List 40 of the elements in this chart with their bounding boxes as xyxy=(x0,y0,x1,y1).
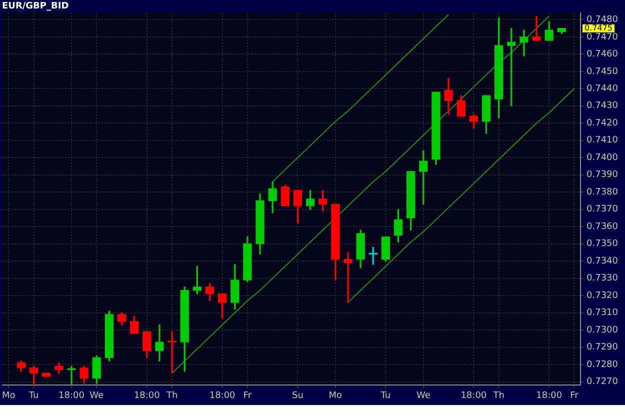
y-tick-label: 0.7400 xyxy=(586,152,618,163)
x-tick-label: Su xyxy=(292,390,304,401)
x-tick-label: Fr xyxy=(570,390,579,401)
y-tick-label: 0.7280 xyxy=(586,360,618,370)
x-tick-label: Mo xyxy=(328,390,343,401)
x-tick-label: 18:00 xyxy=(460,390,487,401)
y-tick-label: 0.7340 xyxy=(586,256,618,266)
y-tick-label: 0.7420 xyxy=(586,118,618,128)
x-tick-label: 18:00 xyxy=(209,390,236,401)
y-tick-label: 0.7430 xyxy=(586,101,618,112)
x-tick-label: 18:00 xyxy=(134,390,160,401)
y-tick-label: 0.7350 xyxy=(586,239,618,250)
y-tick-label: 0.7300 xyxy=(586,325,618,336)
text: 0.7475 xyxy=(584,23,613,32)
y-tick-label: 0.7320 xyxy=(586,290,618,301)
x-tick-label: We xyxy=(90,390,104,401)
x-tick-label: 18:00 xyxy=(536,390,562,401)
chart-title: EUR/GBP_BID xyxy=(2,2,69,12)
y-tick-label: 0.7370 xyxy=(586,204,618,215)
y-tick-label: 0.7390 xyxy=(586,170,618,180)
x-tick-label: We xyxy=(416,390,431,401)
y-tick-label: 0.7480 xyxy=(586,15,618,26)
x-tick-label: Mo xyxy=(2,390,16,401)
x-tick-label: 18:00 xyxy=(58,390,85,401)
x-tick-label: Tu xyxy=(28,390,39,401)
x-tick-label: Tu xyxy=(380,390,391,401)
y-tick-label: 0.7440 xyxy=(586,84,618,94)
y-tick-label: 0.7330 xyxy=(586,274,618,284)
y-tick-label: 0.7380 xyxy=(586,187,618,198)
y-tick-label: 0.7410 xyxy=(586,136,618,146)
x-tick-label: Th xyxy=(165,390,178,401)
x-tick-label: Th xyxy=(492,390,504,401)
y-tick-label: 0.7290 xyxy=(586,342,618,353)
y-tick-label: 0.7450 xyxy=(586,66,618,77)
y-tick-label: 0.7310 xyxy=(586,308,618,318)
y-tick-label: 0.7360 xyxy=(586,222,618,232)
y-tick-label: 0.7460 xyxy=(586,50,618,60)
y-tick-label: 0.7270 xyxy=(586,377,618,388)
y-tick-label: 0.7470 xyxy=(586,32,618,42)
x-tick-label: Fr xyxy=(243,390,252,401)
